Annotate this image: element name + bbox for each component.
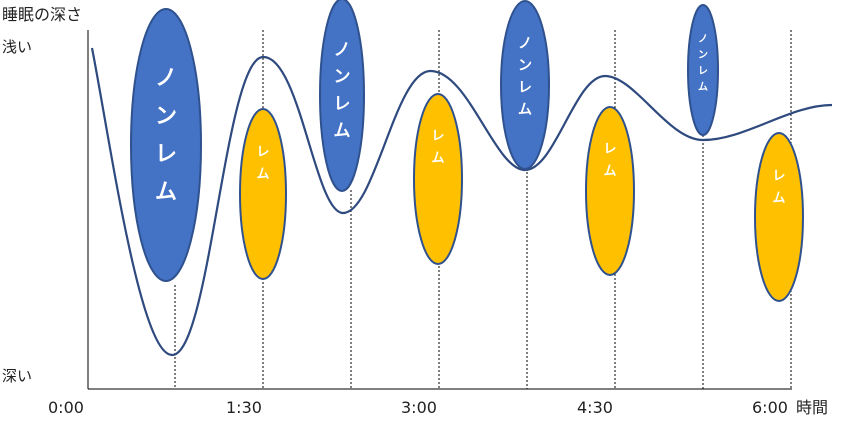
nonrem-label-3: ノンレム [518,36,532,118]
dotted-guides [174,30,792,389]
rem-ellipse-1 [239,108,287,280]
rem-label-3: レム [603,142,616,179]
rem-ellipse-3 [585,106,635,276]
nonrem-ellipse-4 [687,4,719,136]
nonrem-ellipse-3 [500,0,550,170]
nonrem-label-4: ノンレム [698,34,708,93]
rem-label-1: レム [256,145,269,182]
rem-label-4: レム [772,169,785,206]
nonrem-stages [130,0,719,282]
rem-ellipse-2 [413,93,463,265]
nonrem-ellipse-1 [130,8,202,282]
x-tick-label: 0:00 [48,398,84,417]
y-label-deep: 深い [2,367,32,385]
y-axis-title: 睡眠の深さ [2,5,82,24]
nonrem-ellipse-2 [319,0,365,192]
sleep-depth-curve [90,47,833,357]
x-tick-label: 4:30 [577,398,613,417]
x-tick-label: 6:00 [752,398,788,417]
rem-labels: レム レム レム レム [256,129,785,206]
rem-label-2: レム [431,129,444,166]
x-tick-label: 3:00 [401,398,437,417]
nonrem-label-1: ノンレム [155,66,177,205]
rem-stages [239,93,804,302]
nonrem-labels: ノンレム ノンレム ノンレム ノンレム [155,34,708,205]
x-tick-label: 1:30 [226,398,262,417]
nonrem-label-2: ノンレム [334,40,351,141]
rem-ellipse-4 [754,132,804,302]
y-label-shallow: 浅い [2,38,32,56]
x-axis-unit: 時間 [796,398,828,417]
